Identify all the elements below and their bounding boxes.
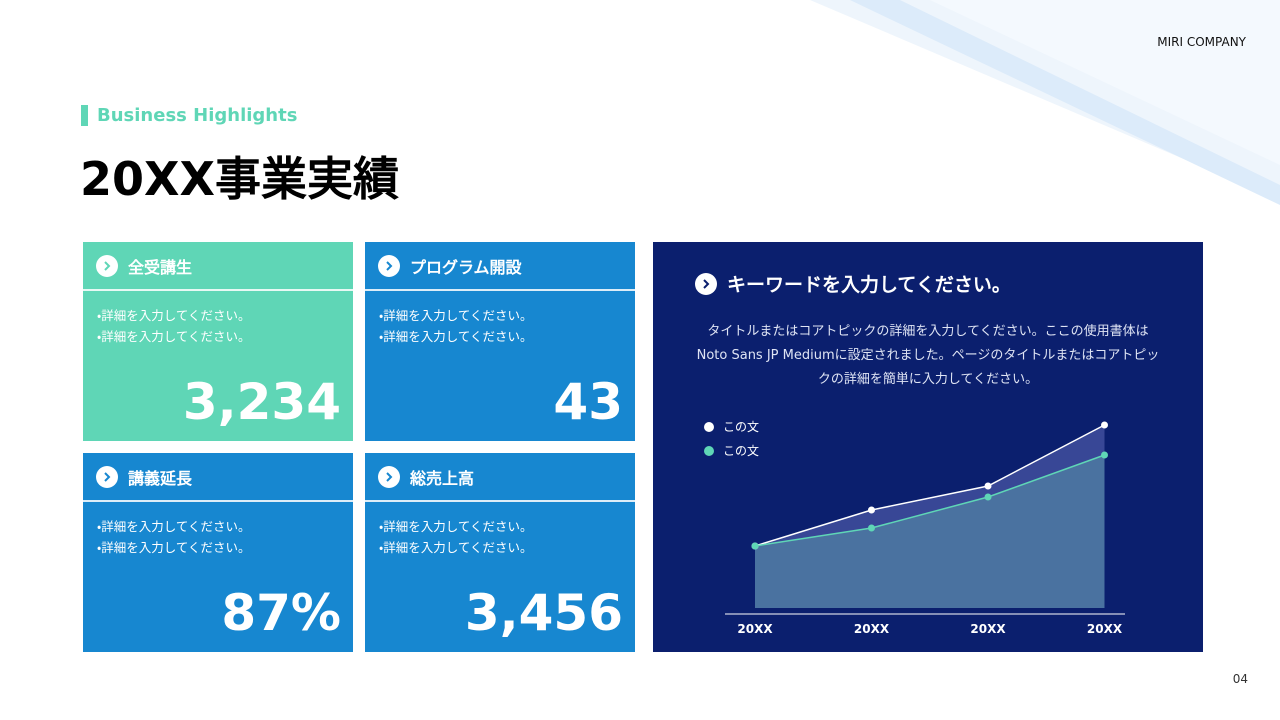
point bbox=[984, 482, 992, 490]
card-title: プログラム開設 bbox=[410, 257, 522, 277]
panel-description: タイトルまたはコアトピックの詳細を入力してください。ここの使用書体は Noto … bbox=[696, 324, 1160, 387]
icon bbox=[96, 254, 118, 277]
bullet: ・詳細を入力してください。 bbox=[379, 329, 533, 344]
point bbox=[1101, 451, 1108, 459]
bullet: ・詳細を入力してください。 bbox=[97, 519, 251, 534]
bullet: ・詳細を入力してください。 bbox=[379, 308, 533, 323]
point bbox=[751, 542, 759, 550]
icon bbox=[695, 272, 717, 295]
bullet-list: ・詳細を入力してください。 ・詳細を入力してください。 bbox=[83, 516, 353, 558]
page-number: 04 bbox=[1232, 672, 1248, 686]
card-title: 講義延長 bbox=[128, 468, 193, 488]
card-value: 43 bbox=[553, 373, 623, 431]
panel-title: キーワードを入力してください。 bbox=[727, 274, 1011, 296]
point bbox=[984, 493, 992, 501]
legend-swatch bbox=[704, 446, 714, 456]
x-tick-label: 20XX bbox=[737, 622, 773, 636]
point bbox=[868, 506, 875, 514]
bullet: ・詳細を入力してください。 bbox=[379, 540, 533, 555]
line bbox=[754, 454, 1105, 547]
brand: MIRI COMPANY bbox=[1157, 35, 1246, 49]
point bbox=[1101, 421, 1108, 429]
bullet-list: ・詳細を入力してください。 ・詳細を入力してください。 bbox=[365, 516, 635, 558]
card-header: 全受講生 bbox=[83, 242, 353, 291]
subtitle: Business Highlights bbox=[97, 105, 298, 126]
x-tick-label: 20XX bbox=[970, 622, 1006, 636]
point bbox=[868, 524, 875, 532]
accent-bar bbox=[81, 105, 88, 126]
icon bbox=[96, 465, 118, 488]
bullet: ・詳細を入力してください。 bbox=[97, 540, 251, 555]
x-tick-label: 20XX bbox=[1087, 622, 1123, 636]
card-title: 総売上高 bbox=[410, 468, 475, 488]
card: 講義延長・詳細を入力してください。 ・詳細を入力してください。 87% bbox=[83, 453, 353, 652]
bullet-list: ・詳細を入力してください。 ・詳細を入力してください。 bbox=[83, 305, 353, 347]
card-header: プログラム開設 bbox=[365, 242, 635, 291]
card: 総売上高・詳細を入力してください。 ・詳細を入力してください。 3,456 bbox=[365, 453, 635, 652]
x-tick-label: 20XX bbox=[854, 622, 890, 636]
card-value: 3,456 bbox=[464, 584, 623, 642]
legend-swatch bbox=[704, 422, 714, 432]
bullet: ・詳細を入力してください。 bbox=[97, 308, 251, 323]
card-header: 講義延長 bbox=[83, 453, 353, 502]
card-title: 全受講生 bbox=[128, 257, 193, 277]
line bbox=[754, 424, 1105, 547]
card: 全受講生・詳細を入力してください。 ・詳細を入力してください。 3,234 bbox=[83, 242, 353, 441]
bullet: ・詳細を入力してください。 bbox=[379, 519, 533, 534]
legend-label: この文 bbox=[723, 444, 759, 458]
title: 20XX事業実績 bbox=[80, 152, 399, 206]
icon bbox=[378, 465, 400, 488]
icon bbox=[378, 254, 400, 277]
legend-label: この文 bbox=[723, 420, 759, 434]
panel-header: キーワードを入力してください。 bbox=[695, 270, 1011, 297]
card-value: 3,234 bbox=[182, 373, 341, 431]
area bbox=[755, 455, 1105, 608]
card: プログラム開設・詳細を入力してください。 ・詳細を入力してください。 43 bbox=[365, 242, 635, 441]
card-value: 87% bbox=[221, 584, 341, 642]
bullet: ・詳細を入力してください。 bbox=[97, 329, 251, 344]
bullet-list: ・詳細を入力してください。 ・詳細を入力してください。 bbox=[365, 305, 635, 347]
card-header: 総売上高 bbox=[365, 453, 635, 502]
